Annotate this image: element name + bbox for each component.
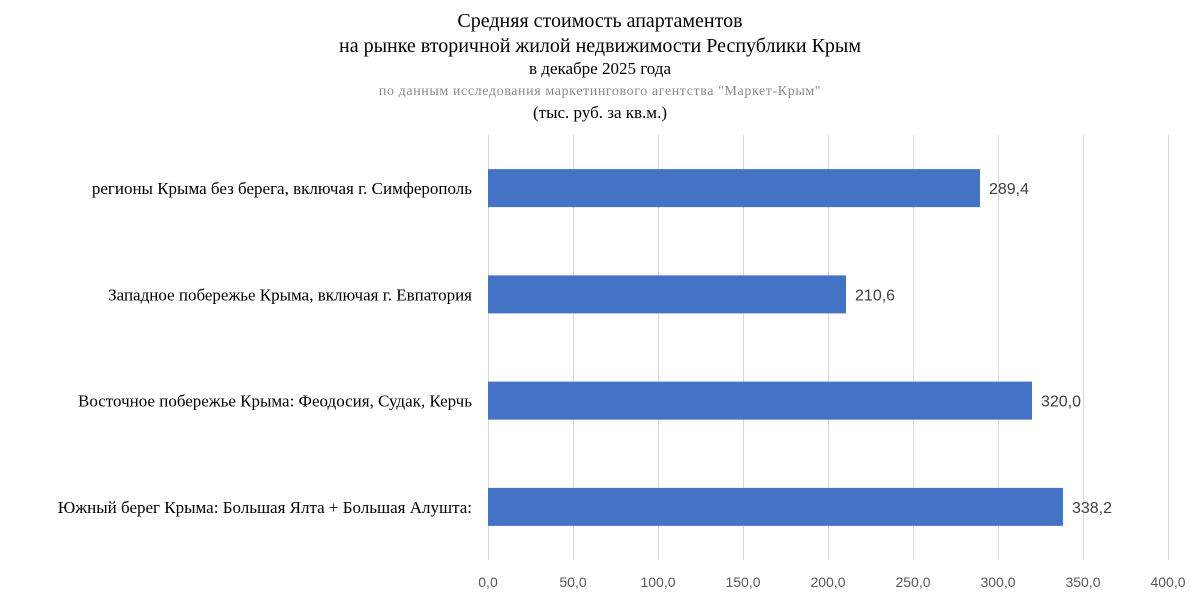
- category-label: Западное побережье Крыма, включая г. Евп…: [108, 285, 472, 304]
- data-label: 320,0: [1041, 394, 1081, 411]
- x-tick-label: 100,0: [640, 574, 675, 590]
- chart-unit: (тыс. руб. за кв.м.): [533, 103, 667, 122]
- x-tick-label: 350,0: [1065, 574, 1100, 590]
- data-label: 289,4: [989, 181, 1029, 198]
- bar: [488, 381, 1032, 420]
- x-tick-label: 300,0: [980, 574, 1015, 590]
- bar: [488, 169, 980, 208]
- bar: [488, 275, 847, 314]
- x-tick-label: 400,0: [1150, 574, 1185, 590]
- category-label: Восточное побережье Крыма: Феодосия, Суд…: [78, 392, 472, 411]
- x-tick-label: 250,0: [895, 574, 930, 590]
- x-tick-label: 150,0: [725, 574, 760, 590]
- bar: [488, 487, 1063, 526]
- chart-source: по данным исследования маркетингового аг…: [379, 84, 821, 99]
- chart-title-line2: на рынке вторичной жилой недвижимости Ре…: [339, 35, 861, 57]
- data-label: 210,6: [855, 287, 895, 304]
- chart-title-line1: Средняя стоимость апартаментов: [457, 10, 742, 32]
- x-tick-label: 200,0: [810, 574, 845, 590]
- category-label: регионы Крыма без берега, включая г. Сим…: [92, 179, 472, 198]
- bars: 289,4 210,6 320,0 338,2: [488, 169, 1112, 526]
- data-label: 338,2: [1072, 500, 1112, 517]
- x-tick-label: 50,0: [559, 574, 586, 590]
- category-label: Южный берег Крыма: Большая Ялта + Больша…: [58, 498, 472, 517]
- x-axis-ticks: 0,0 50,0 100,0 150,0 200,0 250,0 300,0 350,0 400…: [478, 574, 1185, 590]
- category-labels: регионы Крыма без берега, включая г. Сим…: [58, 179, 473, 517]
- x-tick-label: 0,0: [478, 574, 498, 590]
- chart-subtitle: в декабре 2025 года: [529, 59, 671, 78]
